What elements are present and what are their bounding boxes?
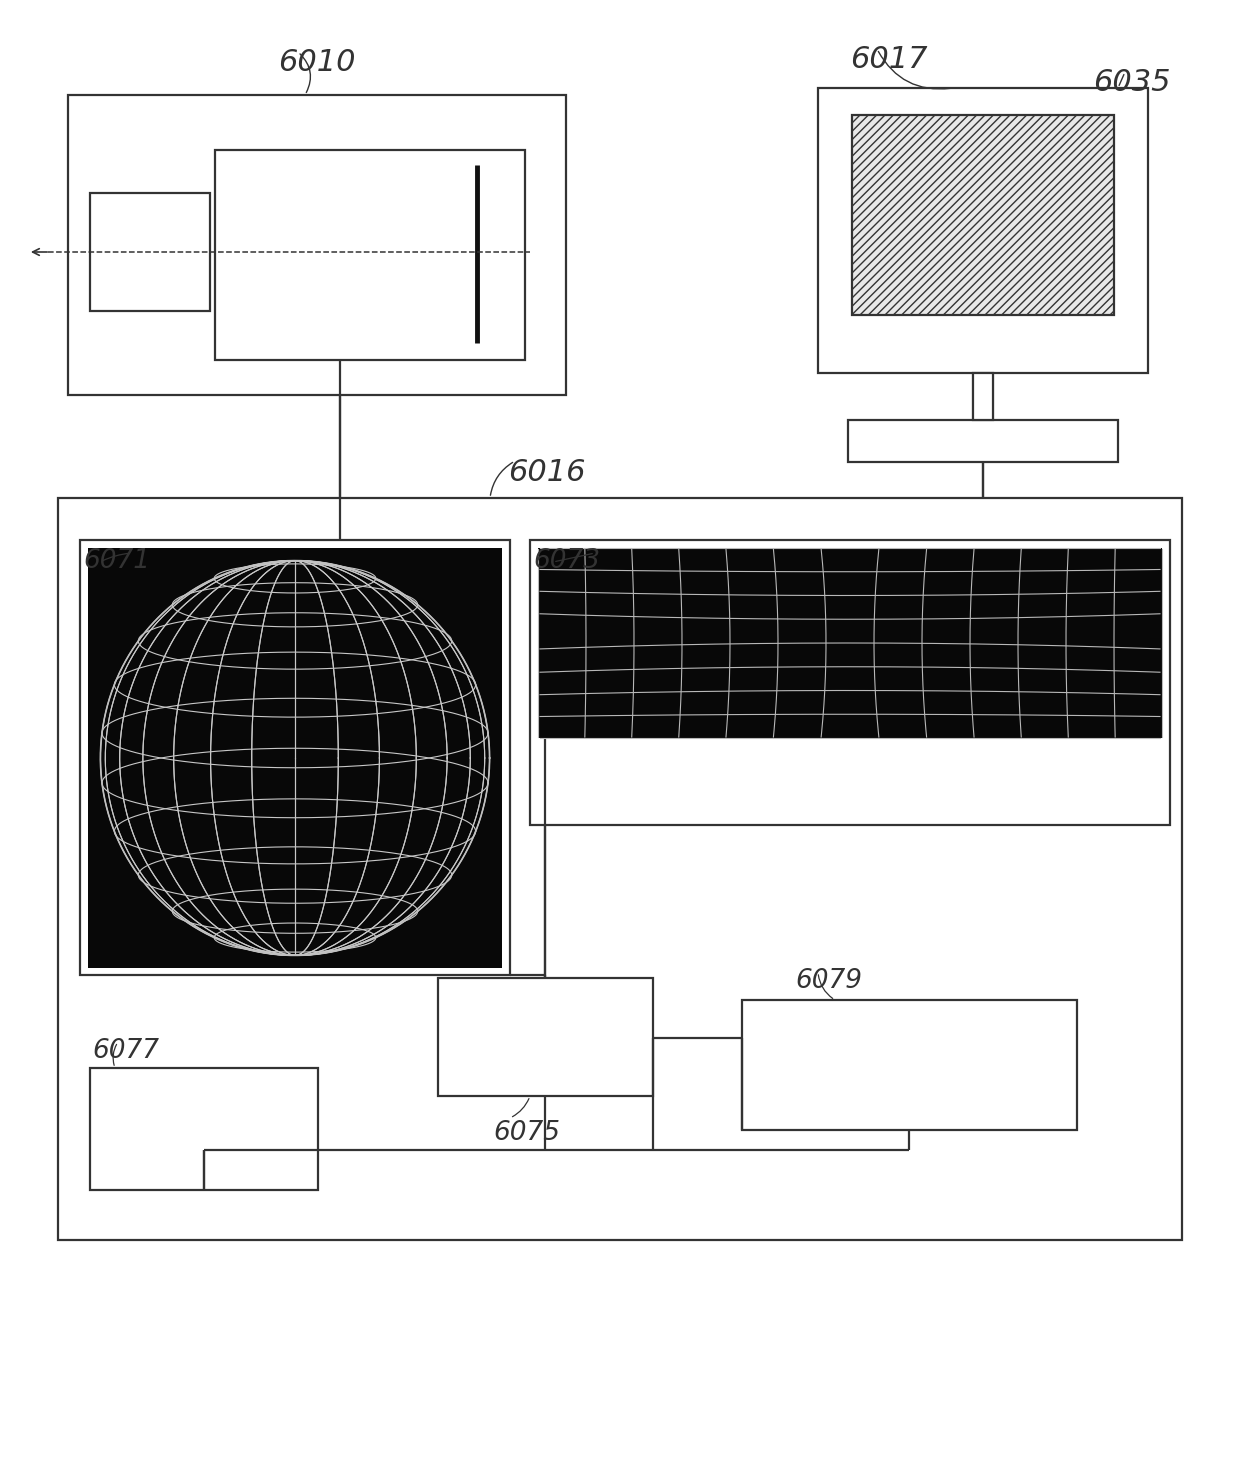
FancyBboxPatch shape (91, 194, 210, 311)
FancyBboxPatch shape (91, 1069, 317, 1190)
Text: 6035: 6035 (1092, 67, 1171, 97)
Text: 6017: 6017 (849, 45, 928, 73)
FancyBboxPatch shape (973, 372, 993, 419)
FancyBboxPatch shape (58, 498, 1182, 1240)
Text: 6010: 6010 (278, 48, 356, 78)
FancyBboxPatch shape (852, 114, 1114, 315)
FancyBboxPatch shape (68, 95, 565, 394)
FancyBboxPatch shape (215, 150, 525, 361)
FancyBboxPatch shape (81, 539, 510, 975)
FancyBboxPatch shape (538, 548, 1162, 737)
FancyBboxPatch shape (818, 88, 1148, 372)
Text: 6073: 6073 (533, 548, 600, 575)
FancyBboxPatch shape (848, 419, 1118, 462)
Text: 6077: 6077 (92, 1038, 159, 1064)
Text: 6071: 6071 (83, 548, 150, 575)
Text: 6016: 6016 (508, 457, 585, 487)
FancyBboxPatch shape (529, 539, 1171, 825)
Text: 6079: 6079 (795, 968, 862, 994)
FancyBboxPatch shape (742, 1000, 1078, 1130)
FancyBboxPatch shape (438, 978, 653, 1097)
FancyBboxPatch shape (88, 548, 502, 968)
Text: 6075: 6075 (494, 1120, 560, 1146)
